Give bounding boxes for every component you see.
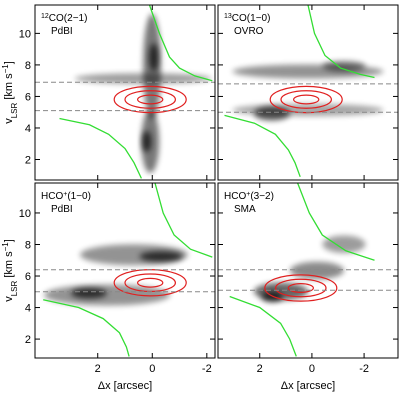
model-curve [43,299,130,357]
panel-label: HCO+(1−0) [41,191,91,203]
contour [124,90,177,109]
y-tick-label: 6 [25,91,31,103]
y-tick-label: 8 [25,60,31,72]
model-curve [154,183,213,258]
plot-area [35,5,215,179]
label-part: [km s [3,251,15,281]
plot-area [218,183,398,357]
contour [280,90,333,109]
emission [322,61,366,72]
y-axis-title: vLSR [km s−1] [1,239,19,302]
label-part: ] [3,239,15,242]
emission [254,106,290,121]
model-curve [307,5,375,79]
label-part: v [3,118,15,124]
label-part: + [63,191,67,198]
panel: 13CO(1−0)OVRO [217,4,399,181]
contour [264,274,338,302]
label-part: [km s [3,73,15,103]
model-curve [224,114,301,178]
instrument: SMA [234,204,256,215]
emission [322,235,366,253]
label-part: (3−2) [250,191,274,202]
contour [113,85,187,114]
label-part: LSR [10,103,19,119]
x-tick-label: -2 [202,363,212,375]
instrument: PdBI [51,26,73,37]
frame [217,4,399,181]
x-axis-title: Δx [arcsec] [98,380,152,392]
y-tick-label: 4 [25,303,31,315]
emission [261,291,283,302]
label-part: −1 [1,242,10,252]
contour [287,283,314,293]
label-part: CO(2−1) [49,13,88,24]
label-part: 13 [224,13,232,20]
x-tick-label: 0 [149,363,155,375]
plot-area [35,183,215,357]
label-part: −1 [1,64,10,74]
emission [74,73,212,84]
label-part: (1−0) [67,191,91,202]
plot-area [218,5,398,178]
y-tick-label: 8 [25,239,31,251]
label-part: HCO [41,191,63,202]
label-part: v [3,296,15,302]
frame [34,4,216,181]
model-curve [148,5,213,82]
y-axis-title: vLSR [km s−1] [1,61,19,124]
instrument: PdBI [51,204,73,215]
instrument: OVRO [234,26,264,37]
x-tick-label: 0 [309,363,315,375]
contour [274,278,327,298]
x-tick-label: 2 [257,363,263,375]
label-part: HCO [224,191,246,202]
panel-label: 12CO(2−1) [41,13,87,25]
panel-label: HCO+(3−2) [224,191,274,203]
y-tick-label: 2 [25,155,31,167]
label-part: LSR [10,281,19,297]
emission [44,284,170,306]
y-tick-label: 4 [25,123,31,135]
label-part: 12 [41,13,49,20]
frame [217,182,399,359]
y-tick-label: 10 [19,208,31,220]
emission [139,251,183,262]
x-axis-title: Δx [arcsec] [281,380,335,392]
model-curve [59,117,142,179]
contour [136,277,164,288]
label-part: CO(1−0) [232,13,271,24]
x-tick-label: 2 [95,363,101,375]
model-curve [229,295,297,357]
y-tick-label: 6 [25,271,31,283]
emission [71,288,107,299]
y-tick-label: 2 [25,334,31,346]
emission [142,131,152,152]
label-part: + [246,191,250,198]
emission [149,43,159,72]
panel-label: 13CO(1−0) [224,13,270,25]
y-tick-label: 10 [19,28,31,40]
x-tick-label: -2 [359,363,369,375]
frame [34,182,216,359]
label-part: ] [3,61,15,64]
model-curve [296,183,375,261]
contour [293,94,320,105]
contour [136,94,164,105]
